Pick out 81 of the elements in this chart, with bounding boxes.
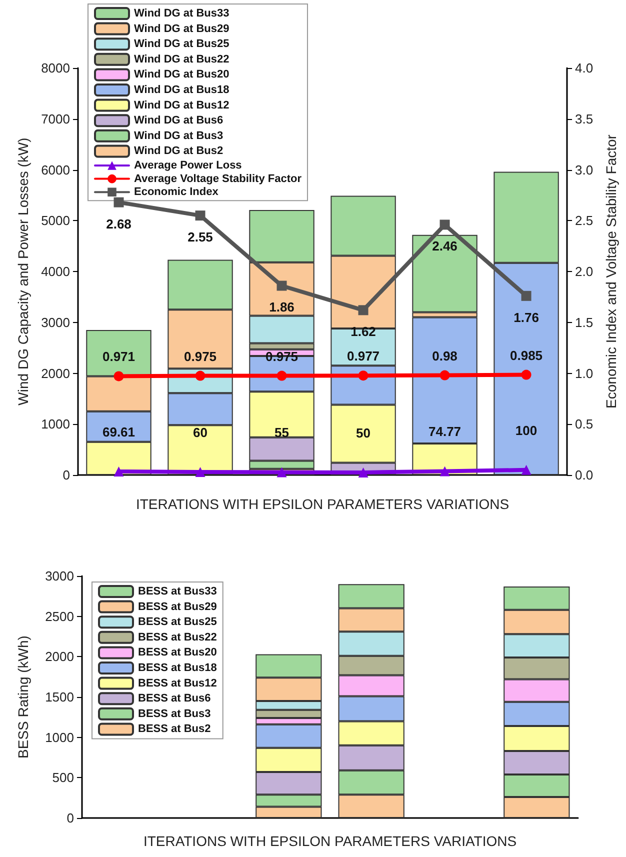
y-tick-label: 0 [62,468,70,482]
point [276,370,287,381]
data-label: 0.975 [184,348,217,364]
y2-axis-title: Economic Index and Voltage Stability Factor [603,134,619,408]
legend-label: BESS at Bus12 [138,677,217,690]
y2-tick-label: 2.5 [575,213,594,228]
data-label: 74.77 [428,424,462,440]
x-axis-title: ITERATIONS WITH EPSILON PARAMETERS VARIATIONS [143,833,517,849]
y-tick-label: 500 [52,770,74,786]
legend-label: BESS at Bus3 [138,708,211,720]
y-tick-label: 1000 [41,416,70,432]
point [358,305,368,316]
y-tick-label: 3000 [45,568,74,584]
y-tick-label: 3000 [41,314,70,330]
data-label: 2.68 [106,216,132,232]
legend-label: Average Power Loss [134,160,242,172]
data-label: 1.76 [514,310,539,325]
legend-label: Economic Index [134,186,220,198]
legend-label: Wind DG at Bus2 [134,145,224,158]
x-axis-title: ITERATIONS WITH EPSILON PARAMETERS VARIATIONS [136,496,510,512]
y-tick-label: 7000 [41,111,70,126]
point [521,290,532,301]
y2-tick-label: 1.5 [575,314,594,330]
legend-label: BESS at Bus22 [138,631,217,644]
data-label: 69.61 [102,424,136,440]
y-tick-label: 0 [66,810,74,826]
legend-label: BESS at Bus25 [138,616,217,628]
data-label: 0.985 [510,348,543,363]
point [358,370,368,381]
legend-label: BESS at Bus6 [138,692,211,705]
legend-label: BESS at Bus2 [138,723,211,736]
y-tick-label: 2000 [41,366,70,381]
y2-tick-label: 4.0 [575,60,594,76]
data-label: 2.55 [188,230,213,245]
point [114,371,124,382]
point [521,370,532,380]
data-label: 100 [515,422,538,438]
legend-label: BESS at Bus29 [138,600,217,613]
y-axis-title: Wind DG Capacity and Power Losses (kW) [15,138,32,406]
point [440,370,450,380]
point [276,280,287,291]
y2-tick-label: 3.5 [575,111,594,126]
point [195,370,206,381]
legend-label: Wind DG at Bus3 [134,130,224,142]
legend-label: Wind DG at Bus6 [134,114,224,127]
point [440,220,450,230]
data-label: 0.971 [102,349,136,364]
y2-tick-label: 3.0 [575,162,594,178]
y-tick-label: 4000 [41,264,70,279]
y2-tick-label: 1.0 [575,366,594,381]
legend-label: Average Voltage Stability Factor [134,172,302,185]
y-tick-label: 1000 [45,730,74,745]
legend-label: BESS at Bus20 [138,646,217,659]
legend-label: Wind DG at Bus29 [134,22,230,35]
legend-label: Wind DG at Bus18 [134,84,230,96]
y-tick-label: 8000 [41,60,70,76]
y-tick-label: 1500 [45,690,74,704]
data-label: 55 [274,425,289,440]
point [195,210,206,221]
data-label: 0.98 [432,348,458,364]
legend-label: Wind DG at Bus20 [134,68,230,81]
y-tick-label: 5000 [41,213,70,228]
y-tick-label: 2500 [45,608,74,624]
legend-label: Wind DG at Bus12 [134,99,230,112]
legend-label: Wind DG at Bus33 [134,8,230,20]
legend-label: Wind DG at Bus22 [134,53,230,66]
data-label: 1.86 [269,300,294,315]
point [114,197,124,208]
legend-label: BESS at Bus33 [138,586,217,598]
y2-tick-label: 0.5 [575,416,594,432]
data-label: 0.977 [346,348,380,364]
y-tick-label: 2000 [45,649,74,664]
legend-label: Wind DG at Bus25 [134,38,230,50]
y-tick-label: 6000 [41,162,70,178]
data-label: 2.46 [432,238,458,254]
y2-tick-label: 2.0 [575,264,594,279]
data-label: 50 [356,425,370,440]
legend-label: BESS at Bus18 [138,662,217,674]
y-axis-title: BESS Rating (kWh) [15,636,31,758]
y2-tick-label: 0.0 [575,468,594,482]
data-label: 60 [193,424,208,440]
